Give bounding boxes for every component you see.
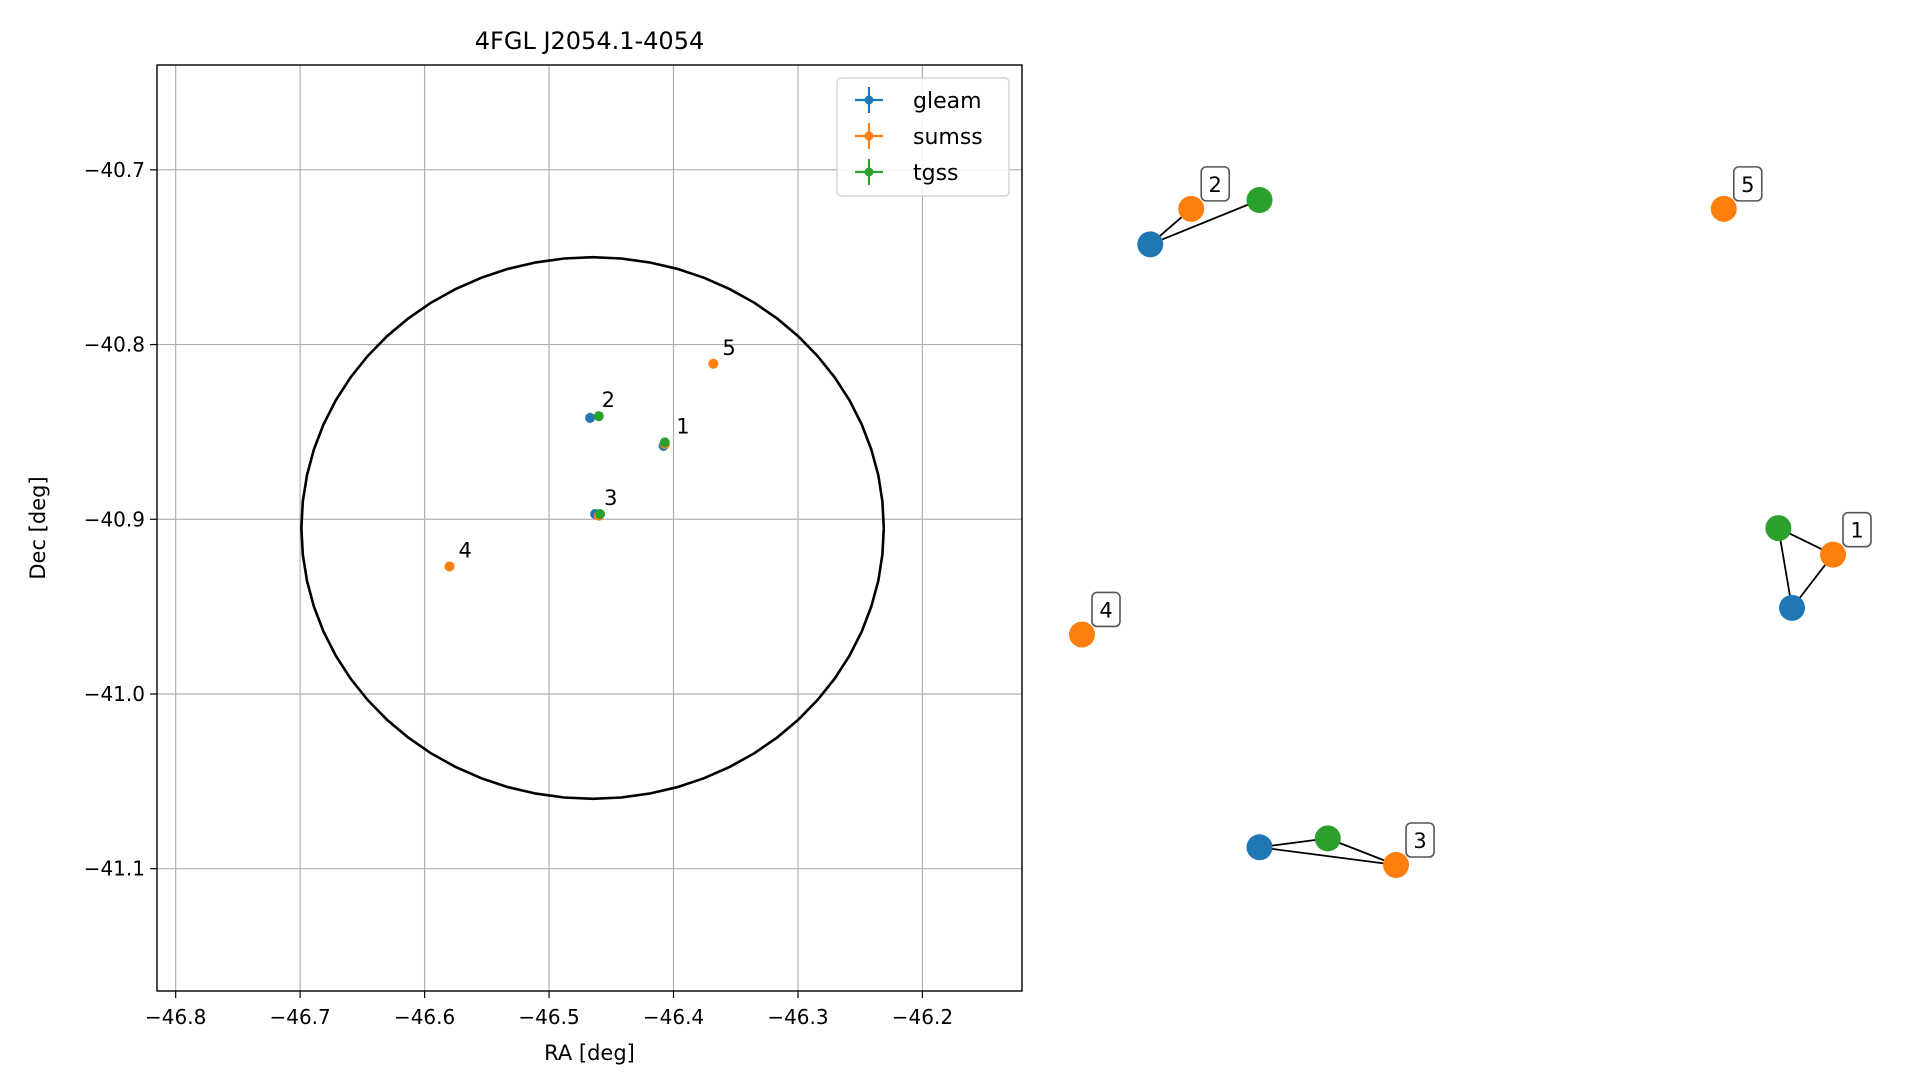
plot-frame bbox=[156, 64, 1023, 992]
legend-label: sumss bbox=[913, 125, 983, 150]
x-tick-label: −46.5 bbox=[518, 1005, 579, 1029]
y-tick-label: −40.9 bbox=[84, 507, 145, 531]
legend: gleam sumss tgss bbox=[836, 77, 1010, 197]
network-group-5: 5 bbox=[1710, 166, 1763, 222]
sumss-node bbox=[1710, 195, 1737, 222]
sumss-node bbox=[1820, 541, 1846, 568]
legend-marker-dot bbox=[864, 167, 874, 177]
tgss-point bbox=[593, 411, 604, 422]
localization-ellipse bbox=[300, 255, 886, 801]
legend-label: gleam bbox=[913, 89, 982, 114]
y-tick-label: −40.7 bbox=[84, 158, 145, 182]
sumss-point bbox=[444, 561, 455, 572]
network-edge bbox=[1149, 199, 1260, 246]
x-tick-label: −46.2 bbox=[892, 1005, 953, 1029]
chart-title: 4FGL J2054.1-4054 bbox=[475, 27, 704, 55]
data-points bbox=[444, 358, 719, 572]
source-annotations: 1 2 3 4 5 bbox=[458, 336, 735, 563]
cross-match-network: 2 5 1 4 3 bbox=[1069, 166, 1872, 878]
network-label-box bbox=[1091, 591, 1121, 628]
x-tick-label: −46.8 bbox=[145, 1005, 206, 1029]
localization-circle bbox=[300, 255, 886, 801]
network-label: 4 bbox=[1099, 598, 1112, 622]
network-group-4: 4 bbox=[1069, 591, 1121, 648]
tgss-node bbox=[1765, 515, 1792, 542]
tgss-node bbox=[1314, 825, 1341, 852]
network-edge bbox=[1259, 846, 1397, 866]
network-label: 2 bbox=[1209, 173, 1222, 197]
gleam-node bbox=[1779, 594, 1806, 621]
sumss-point bbox=[708, 358, 719, 369]
x-tick-label: −46.3 bbox=[767, 1005, 828, 1029]
legend-entry-sumss: sumss bbox=[855, 123, 983, 150]
network-edge bbox=[1777, 527, 1793, 609]
legend-label: tgss bbox=[913, 161, 959, 186]
tgss-point bbox=[659, 437, 670, 448]
network-group-2: 2 bbox=[1137, 166, 1273, 258]
y-axis-ticks: −40.7 −40.8 −40.9 −41.0 −41.1 bbox=[84, 158, 157, 881]
sumss-node bbox=[1069, 621, 1095, 648]
x-tick-label: −46.6 bbox=[394, 1005, 455, 1029]
legend-entry-tgss: tgss bbox=[855, 159, 959, 186]
legend-box bbox=[836, 77, 1010, 197]
tgss-point bbox=[595, 509, 606, 520]
source-label: 3 bbox=[604, 486, 617, 510]
gleam-node bbox=[1246, 834, 1273, 861]
network-label-box bbox=[1732, 166, 1763, 202]
gleam-node bbox=[1137, 231, 1164, 258]
source-label: 2 bbox=[602, 388, 615, 412]
network-group-1: 1 bbox=[1765, 511, 1872, 621]
y-tick-label: −40.8 bbox=[84, 333, 145, 357]
x-axis-ticks: −46.8 −46.7 −46.6 −46.5 −46.4 −46.3 −46.2 bbox=[145, 991, 953, 1029]
gleam-point bbox=[585, 412, 596, 423]
x-tick-label: −46.7 bbox=[269, 1005, 330, 1029]
y-tick-label: −41.1 bbox=[84, 857, 145, 881]
legend-marker-dot bbox=[864, 95, 874, 105]
network-group-3: 3 bbox=[1246, 822, 1435, 878]
source-label: 1 bbox=[676, 414, 689, 438]
legend-entry-gleam: gleam bbox=[855, 87, 982, 114]
legend-marker-dot bbox=[864, 131, 874, 141]
source-label: 5 bbox=[722, 336, 735, 360]
network-label-box bbox=[1405, 822, 1435, 858]
network-label-box bbox=[1842, 511, 1872, 548]
network-label: 1 bbox=[1850, 519, 1863, 543]
network-label: 5 bbox=[1741, 173, 1754, 197]
sumss-node bbox=[1178, 195, 1205, 222]
sumss-node bbox=[1383, 852, 1410, 878]
x-tick-label: −46.4 bbox=[643, 1005, 704, 1029]
x-axis-label: RA [deg] bbox=[544, 1041, 635, 1065]
network-label-box bbox=[1200, 166, 1231, 202]
source-label: 4 bbox=[458, 538, 471, 562]
tgss-node bbox=[1246, 187, 1273, 213]
network-label: 3 bbox=[1413, 829, 1426, 853]
y-tick-label: −41.0 bbox=[84, 682, 145, 706]
y-axis-label: Dec [deg] bbox=[26, 476, 50, 579]
